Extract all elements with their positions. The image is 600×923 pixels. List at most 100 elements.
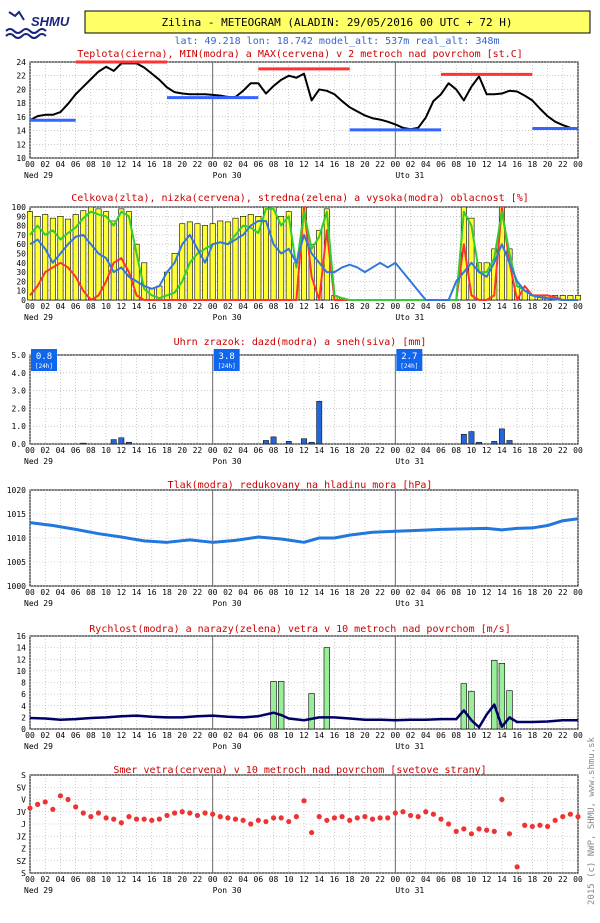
x-tick-label: 16 xyxy=(512,160,522,169)
x-tick-label: 02 xyxy=(223,446,233,455)
x-tick-label: 06 xyxy=(254,588,264,597)
wind-direction-point xyxy=(453,828,459,834)
y-tick-label: JZ xyxy=(16,832,26,841)
wind-direction-point xyxy=(50,806,56,812)
x-tick-label: 04 xyxy=(56,160,66,169)
total-cloud-bar xyxy=(270,206,277,301)
y-tick-label: JV xyxy=(16,808,26,817)
location-subtitle: lat: 49.218 lon: 18.742 model_alt: 537m … xyxy=(174,36,499,47)
x-tick-label: 12 xyxy=(482,160,492,169)
gust-bar xyxy=(498,663,506,730)
x-tick-label: 14 xyxy=(497,446,507,455)
rain-bar xyxy=(285,441,292,445)
x-tick-label: 06 xyxy=(71,875,81,884)
x-tick-label: 10 xyxy=(101,588,111,597)
wind-direction-point xyxy=(57,793,64,799)
rain-bar xyxy=(263,440,269,445)
wind-direction-point xyxy=(164,812,170,819)
x-tick-label: 08 xyxy=(451,588,461,597)
x-tick-label: 10 xyxy=(467,731,477,740)
total-cloud-bar xyxy=(42,214,49,301)
wind-direction-point xyxy=(278,815,284,821)
wind-direction-point xyxy=(301,798,307,804)
x-tick-label: 02 xyxy=(406,875,416,884)
x-tick-label: 14 xyxy=(314,588,324,597)
x-tick-label: 14 xyxy=(132,446,142,455)
copyright-credit: 2015 (c) NWP, SHMU, www.shmu.sk xyxy=(587,736,597,905)
wind-direction-point xyxy=(331,815,338,821)
x-tick-label: 02 xyxy=(40,588,50,597)
rain-bar xyxy=(460,433,467,445)
rain-bar xyxy=(491,441,498,445)
high-cloud-line xyxy=(29,219,578,301)
x-tick-label: 08 xyxy=(451,302,461,311)
x-tick-label: 08 xyxy=(269,588,279,597)
x-tick-label: 06 xyxy=(71,588,81,597)
x-tick-label: 10 xyxy=(467,446,477,455)
y-tick-label: 1000 xyxy=(7,582,26,591)
total-cloud-bar xyxy=(65,218,72,301)
x-tick-label: 16 xyxy=(147,731,157,740)
x-tick-label: 16 xyxy=(147,160,157,169)
wind-direction-point xyxy=(141,816,147,822)
total-cloud-bar xyxy=(110,220,117,301)
daily-total-unit: [24h] xyxy=(35,363,53,370)
x-tick-label: 20 xyxy=(177,588,187,597)
wind-direction-point xyxy=(210,811,216,817)
y-tick-label: 80 xyxy=(16,222,26,231)
x-tick-label: 04 xyxy=(238,588,248,597)
x-tick-label: 18 xyxy=(528,302,538,311)
x-tick-label: 14 xyxy=(132,160,142,169)
panel-title: Celkova(zlta), nizka(cervena), stredna(z… xyxy=(71,193,529,204)
x-tick-label: 00 xyxy=(208,446,218,455)
x-tick-label: 00 xyxy=(573,588,583,597)
y-tick-label: Z xyxy=(21,845,26,854)
x-tick-label: 08 xyxy=(86,302,96,311)
wind-direction-point xyxy=(118,820,124,826)
panel-title: Tlak(modra) redukovany na hladinu mora [… xyxy=(168,480,433,491)
x-tick-label: 20 xyxy=(360,875,370,884)
x-tick-label: 16 xyxy=(330,588,340,597)
x-tick-label: 14 xyxy=(314,160,324,169)
x-tick-label: 04 xyxy=(421,731,431,740)
y-tick-label: 4 xyxy=(21,702,26,711)
x-tick-label: 08 xyxy=(86,588,96,597)
wind-direction-point xyxy=(468,831,475,837)
daily-total-value: 2.7 xyxy=(401,352,417,362)
x-tick-label: 00 xyxy=(391,302,401,311)
logo-mountain-icon xyxy=(8,10,25,21)
x-tick-label: 06 xyxy=(71,302,81,311)
x-tick-label: 02 xyxy=(223,302,233,311)
x-tick-label: 18 xyxy=(528,588,538,597)
x-tick-label: 22 xyxy=(375,588,385,597)
wind-direction-point xyxy=(232,816,239,822)
wind-direction-point xyxy=(248,821,254,827)
x-tick-label: 16 xyxy=(512,302,522,311)
x-tick-label: 20 xyxy=(177,160,187,169)
x-tick-label: 18 xyxy=(162,875,172,884)
total-cloud-bar xyxy=(179,223,186,301)
x-tick-label: 04 xyxy=(421,160,431,169)
rain-bar xyxy=(118,437,125,445)
x-tick-label: 16 xyxy=(147,588,157,597)
wind-direction-point xyxy=(461,826,467,832)
x-tick-label: 18 xyxy=(162,731,172,740)
page-title: Zilina - METEOGRAM (ALADIN: 29/05/2016 0… xyxy=(162,16,513,29)
x-tick-label: 00 xyxy=(573,731,583,740)
total-cloud-bar xyxy=(27,211,33,301)
wind-direction-point xyxy=(270,815,277,821)
x-tick-label: 00 xyxy=(208,731,218,740)
wind-direction-point xyxy=(522,822,528,828)
y-tick-label: 30 xyxy=(16,268,26,277)
x-tick-label: 10 xyxy=(284,731,294,740)
x-tick-label: 02 xyxy=(406,731,416,740)
x-tick-label: 08 xyxy=(269,302,279,311)
wind-direction-point xyxy=(95,810,102,816)
rain-bar xyxy=(126,441,132,445)
x-tick-label: 00 xyxy=(208,588,218,597)
x-tick-label: 22 xyxy=(558,731,568,740)
x-day-label: Uto 31 xyxy=(395,599,424,608)
y-tick-label: 2.0 xyxy=(12,404,27,413)
y-tick-label: 1.0 xyxy=(12,422,27,431)
x-tick-label: 10 xyxy=(101,875,111,884)
